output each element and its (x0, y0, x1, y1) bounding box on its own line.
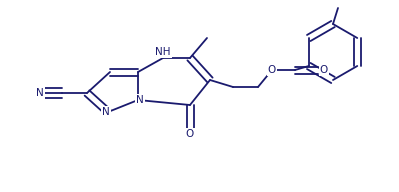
Text: NH: NH (155, 47, 171, 57)
Text: N: N (136, 95, 144, 105)
Text: O: O (320, 65, 328, 75)
Text: O: O (186, 129, 194, 139)
Text: N: N (102, 107, 110, 117)
Text: N: N (36, 88, 44, 98)
Text: O: O (268, 65, 276, 75)
